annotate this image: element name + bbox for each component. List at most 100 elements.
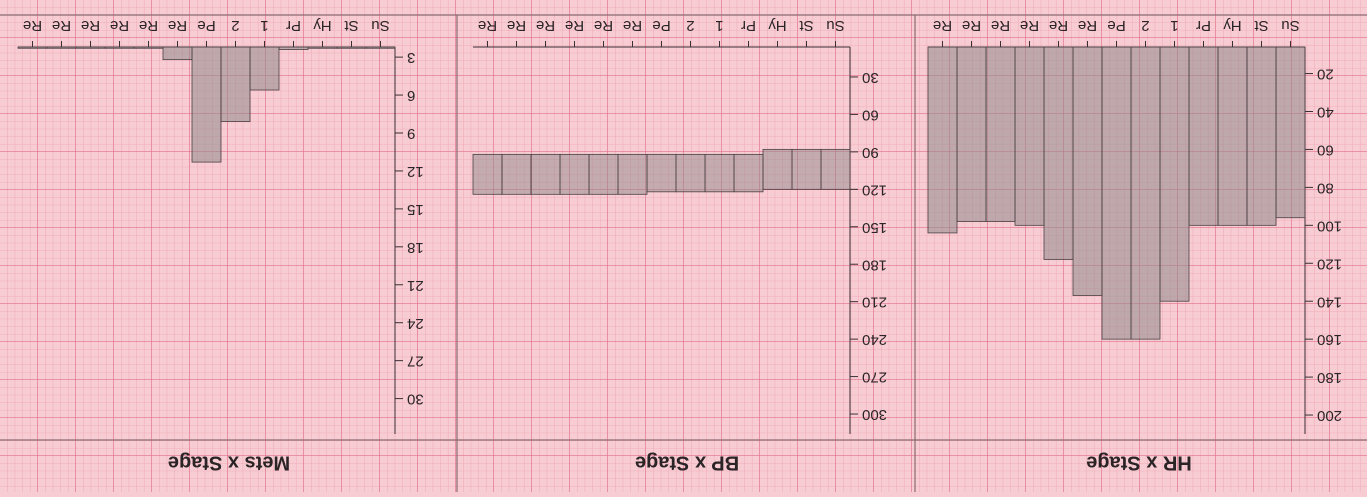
y-tick-label: 270 (862, 369, 887, 386)
y-tick-label: 140 (1317, 293, 1342, 310)
y-tick-label: 150 (862, 219, 887, 236)
bar (1159, 46, 1190, 302)
x-tick-label: Re (1049, 17, 1068, 34)
bar (336, 46, 367, 49)
x-tick-label: Su (371, 17, 389, 34)
bar (985, 46, 1016, 222)
x-tick-label: Re (168, 17, 187, 34)
bar (1101, 46, 1132, 340)
y-tick-label: 20 (1317, 66, 1334, 83)
y-tick-label: 30 (862, 69, 879, 86)
y-tick-label: 60 (1317, 141, 1334, 158)
y-tick-label: 9 (407, 125, 415, 142)
range-bar (559, 153, 590, 195)
x-tick-label: Re (52, 17, 71, 34)
range-bar (617, 153, 648, 195)
bar (75, 46, 106, 49)
range-bar (820, 148, 851, 190)
x-tick-label: Re (507, 17, 526, 34)
x-tick-label: St (344, 17, 359, 34)
bar (1246, 46, 1277, 226)
x-tick-label: 2 (231, 17, 239, 34)
x-tick-label: Re (139, 17, 158, 34)
bar (307, 46, 338, 49)
x-tick-label: Hy (768, 17, 787, 34)
bar (249, 46, 280, 91)
x-tick-label: Re (1078, 17, 1097, 34)
x-tick-label: Hy (313, 17, 332, 34)
x-tick-label: Re (565, 17, 584, 34)
y-tick-label: 180 (1317, 369, 1342, 386)
x-tick-label: Pr (1196, 17, 1211, 34)
range-bar (791, 148, 822, 190)
range-bar (588, 153, 619, 195)
y-tick-label: 12 (407, 163, 424, 180)
x-tick-label: St (799, 17, 814, 34)
bar (162, 46, 193, 61)
bar (191, 46, 222, 163)
range-bar (675, 153, 706, 193)
y-tick-label: 15 (407, 201, 424, 218)
x-tick-label: Re (478, 17, 497, 34)
bar (1188, 46, 1219, 226)
x-tick-label: 2 (1141, 17, 1149, 34)
x-tick-label: Re (594, 17, 613, 34)
x-tick-label: Re (81, 17, 100, 34)
bar (956, 46, 987, 222)
x-tick-label: Su (1281, 17, 1299, 34)
y-tick-label: 240 (862, 331, 887, 348)
x-tick-label: Hy (1223, 17, 1242, 34)
range-bar (733, 153, 764, 193)
bar (1130, 46, 1161, 340)
bar (1275, 46, 1306, 219)
y-tick-label: 60 (862, 106, 879, 123)
y-tick-label: 160 (1317, 331, 1342, 348)
range-bar (472, 153, 503, 195)
range-bar (762, 148, 793, 190)
x-tick-label: Re (23, 17, 42, 34)
y-tick-label: 27 (407, 353, 424, 370)
bar (365, 46, 396, 49)
y-tick-label: 21 (407, 277, 424, 294)
y-tick-label: 180 (862, 256, 887, 273)
range-bar (704, 153, 735, 193)
y-tick-label: 200 (1317, 407, 1342, 424)
x-tick-label: Re (623, 17, 642, 34)
y-tick-label: 100 (1317, 217, 1342, 234)
x-tick-label: Re (962, 17, 981, 34)
y-tick-label: 300 (862, 406, 887, 423)
x-tick-label: 1 (260, 17, 268, 34)
x-tick-label: Pe (652, 17, 670, 34)
y-tick-label: 40 (1317, 104, 1334, 121)
y-tick-label: 210 (862, 294, 887, 311)
bar (17, 46, 48, 49)
x-tick-label: Su (826, 17, 844, 34)
range-bar (646, 153, 677, 193)
chart-title: Mets x Stage (168, 452, 290, 474)
bar (220, 46, 251, 123)
y-tick-label: 18 (407, 239, 424, 256)
y-tick-label: 24 (407, 315, 424, 332)
bar (104, 46, 135, 49)
y-tick-label: 120 (1317, 255, 1342, 272)
chart-title: HR x Stage (1086, 452, 1192, 474)
x-tick-label: Re (536, 17, 555, 34)
y-tick-label: 80 (1317, 179, 1334, 196)
y-tick-label: 90 (862, 144, 879, 161)
x-tick-label: Pe (1107, 17, 1125, 34)
bar (46, 46, 77, 49)
y-tick-label: 3 (407, 49, 415, 66)
bar (278, 46, 309, 50)
x-tick-label: Re (110, 17, 129, 34)
x-tick-label: Pe (197, 17, 215, 34)
bar (927, 46, 958, 234)
bar (1072, 46, 1103, 296)
x-tick-label: 2 (686, 17, 694, 34)
y-tick-label: 6 (407, 87, 415, 104)
x-tick-label: Re (1020, 17, 1039, 34)
x-tick-label: 1 (1170, 17, 1178, 34)
x-tick-label: Pr (741, 17, 756, 34)
x-tick-label: Re (933, 17, 952, 34)
